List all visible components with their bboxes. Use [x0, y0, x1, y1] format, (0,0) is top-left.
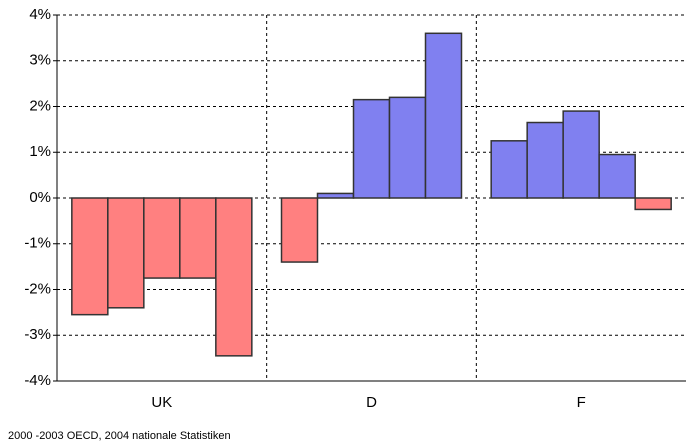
bar: [179, 197, 217, 279]
bar: [71, 197, 109, 316]
bar: [316, 192, 355, 199]
bar: [352, 98, 391, 199]
y-tick-label: 4%: [29, 6, 51, 23]
bar: [562, 110, 600, 199]
y-tick-label: 0%: [29, 189, 51, 206]
y-tick-label: -3%: [24, 326, 51, 343]
y-tick-label: 1%: [29, 143, 51, 160]
y-tick-label: 3%: [29, 52, 51, 69]
y-tick-label: -2%: [24, 280, 51, 297]
bar: [634, 197, 672, 211]
bar: [598, 153, 636, 199]
bar: [280, 197, 319, 263]
bar: [143, 197, 181, 279]
y-tick-label: -4%: [24, 372, 51, 389]
x-tick-label: F: [577, 394, 586, 411]
bar: [424, 32, 463, 199]
bar: [107, 197, 145, 309]
source-note: 2000 -2003 OECD, 2004 nationale Statisti…: [8, 430, 231, 442]
x-tick-label: UK: [151, 394, 172, 411]
bar: [215, 197, 253, 357]
y-tick-label: -1%: [24, 235, 51, 252]
bar: [490, 140, 528, 199]
bar: [388, 96, 427, 199]
bar: [526, 121, 564, 199]
y-tick-label: 2%: [29, 97, 51, 114]
x-tick-label: D: [366, 394, 377, 411]
